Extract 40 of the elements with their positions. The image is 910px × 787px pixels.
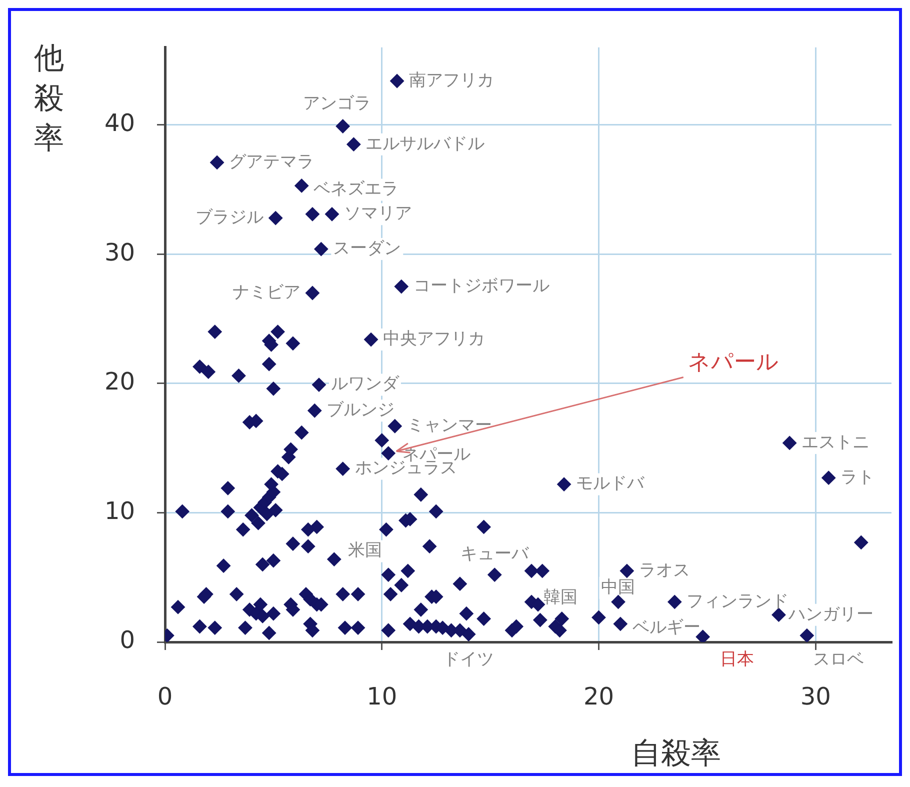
y-tick-label: 0 xyxy=(120,626,135,654)
annotation: ソマリア xyxy=(344,204,412,224)
y-tick-label: 10 xyxy=(104,496,135,525)
x-tick-label: 0 xyxy=(157,682,173,711)
annotation: ブルンジ xyxy=(326,400,395,420)
annotation: 南アフリカ xyxy=(409,70,494,90)
x-axis-title: 自殺率 xyxy=(631,735,721,773)
annotation: ベネズエラ xyxy=(314,179,399,200)
annotation: ナミビア xyxy=(232,282,300,302)
annotation: ラオス xyxy=(638,560,690,580)
annotation: 韓国 xyxy=(544,587,578,608)
annotation: キューバ xyxy=(460,544,530,564)
annotation: モルドバ xyxy=(576,474,646,494)
annotation: 中国 xyxy=(601,577,636,598)
annotation: 中央アフリカ xyxy=(383,328,486,349)
annotation: スロベ xyxy=(812,649,864,670)
y-tick-label: 30 xyxy=(104,238,135,266)
annotation: エストニ xyxy=(802,432,870,452)
y-tick-label: 20 xyxy=(104,368,135,396)
x-tick-label: 30 xyxy=(800,682,831,711)
y-tick-label: 40 xyxy=(104,109,135,138)
x-tick-label: 20 xyxy=(583,682,614,711)
annotation: ブラジル xyxy=(196,207,264,228)
annotation: コートジボワール xyxy=(413,276,550,296)
annotation: ネパール xyxy=(688,350,779,375)
y-axis-title: 他殺率 xyxy=(33,40,65,158)
annotation: 日本 xyxy=(720,649,754,670)
annotation: スーダン xyxy=(333,238,402,258)
annotation: ラト xyxy=(840,467,875,488)
x-tick-label: 10 xyxy=(366,682,398,711)
annotation: アンゴラ xyxy=(302,94,371,114)
annotation: ルワンダ xyxy=(330,374,400,394)
annotation: エルサルバドル xyxy=(366,134,485,154)
annotation: グアテマラ xyxy=(229,152,314,172)
annotation: ハンガリー xyxy=(788,604,874,624)
annotation: 米国 xyxy=(348,540,382,561)
annotation: ベルギー xyxy=(632,617,700,638)
annotation: ドイツ xyxy=(443,649,494,670)
annotation: ミャンマー xyxy=(406,416,492,436)
annotation: フィンランド xyxy=(686,591,789,612)
